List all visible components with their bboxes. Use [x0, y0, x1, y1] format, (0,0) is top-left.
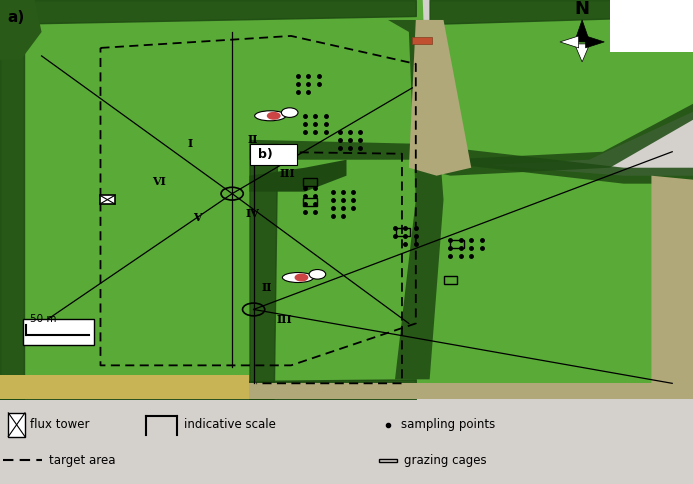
Text: N: N — [574, 0, 590, 18]
Text: grazing cages: grazing cages — [403, 454, 486, 467]
Text: I: I — [188, 138, 193, 149]
Polygon shape — [610, 0, 693, 52]
Polygon shape — [249, 144, 693, 399]
Circle shape — [267, 112, 281, 120]
Text: III: III — [277, 314, 292, 325]
FancyBboxPatch shape — [412, 37, 432, 44]
Polygon shape — [574, 44, 590, 62]
Polygon shape — [560, 36, 579, 48]
Ellipse shape — [283, 272, 313, 283]
Polygon shape — [249, 383, 693, 399]
Text: IV: IV — [246, 208, 260, 219]
FancyBboxPatch shape — [23, 319, 94, 346]
Ellipse shape — [255, 111, 286, 121]
Circle shape — [295, 273, 308, 282]
Polygon shape — [416, 104, 693, 176]
Text: III: III — [280, 168, 295, 179]
Circle shape — [281, 108, 298, 118]
Polygon shape — [388, 20, 444, 379]
Circle shape — [309, 270, 326, 279]
Text: indicative scale: indicative scale — [184, 418, 276, 431]
Polygon shape — [402, 20, 471, 176]
Polygon shape — [586, 36, 604, 48]
Polygon shape — [574, 20, 590, 42]
FancyBboxPatch shape — [100, 195, 115, 204]
Polygon shape — [249, 140, 693, 183]
Text: sampling points: sampling points — [401, 418, 495, 431]
Polygon shape — [0, 0, 42, 60]
Polygon shape — [651, 176, 693, 383]
FancyBboxPatch shape — [8, 413, 25, 437]
Polygon shape — [249, 160, 346, 192]
Text: II: II — [247, 134, 258, 145]
Polygon shape — [430, 0, 693, 168]
FancyBboxPatch shape — [250, 144, 297, 166]
Text: 50 m: 50 m — [30, 314, 56, 324]
Polygon shape — [0, 376, 249, 399]
Polygon shape — [0, 0, 430, 399]
Text: VI: VI — [152, 176, 166, 187]
Text: II: II — [261, 282, 272, 293]
Text: a): a) — [7, 10, 24, 25]
Text: flux tower: flux tower — [30, 418, 90, 431]
Text: b): b) — [258, 149, 273, 162]
Text: target area: target area — [49, 454, 115, 467]
Text: V: V — [193, 212, 202, 223]
